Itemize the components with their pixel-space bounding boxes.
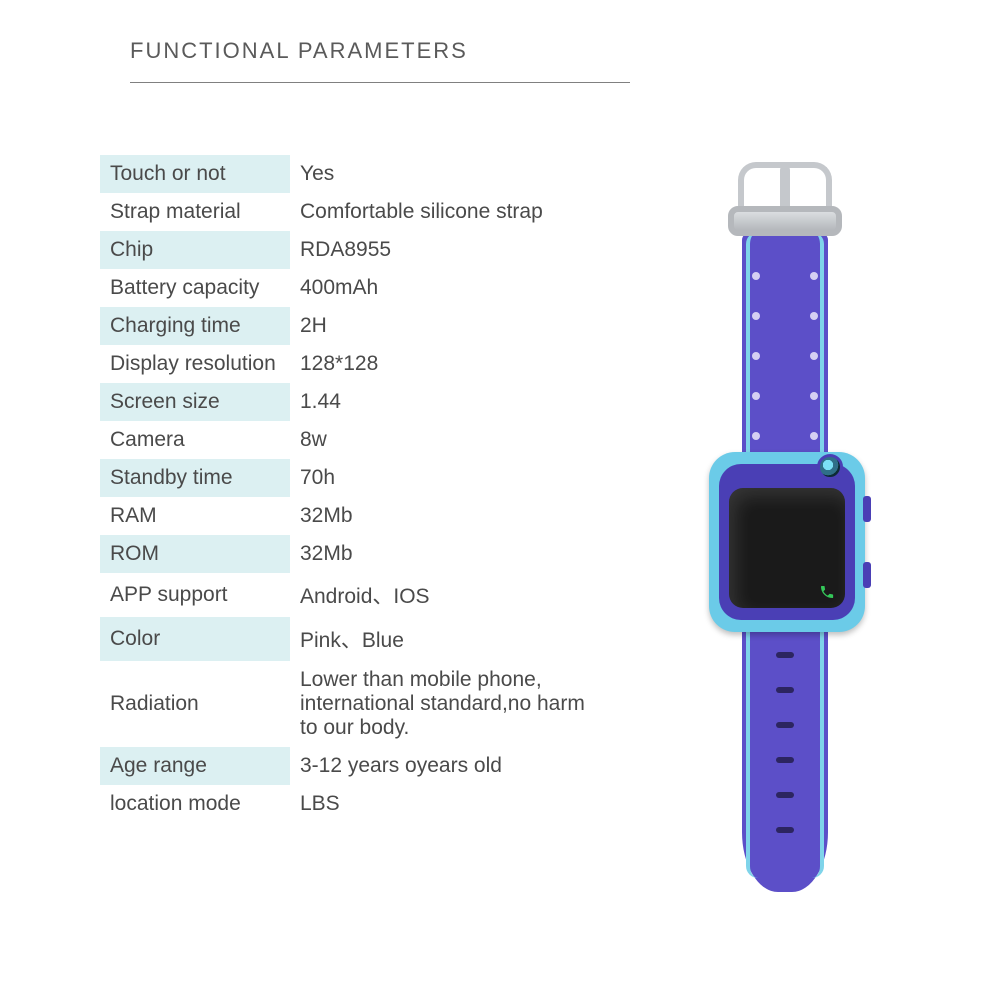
- spec-value: Android、IOS: [290, 573, 600, 617]
- watch-case: [709, 452, 865, 632]
- spec-value: 8w: [290, 421, 600, 459]
- spec-row: Camera8w: [100, 421, 600, 459]
- watch-camera: [817, 454, 843, 480]
- watch-side-button-top: [863, 496, 871, 522]
- spec-value: 1.44: [290, 383, 600, 421]
- spec-value: Yes: [290, 155, 600, 193]
- header: FUNCTIONAL PARAMETERS: [130, 38, 630, 83]
- title-underline: [130, 82, 630, 83]
- spec-label: APP support: [100, 573, 290, 617]
- spec-label: RAM: [100, 497, 290, 535]
- spec-label: Camera: [100, 421, 290, 459]
- spec-row: Screen size1.44: [100, 383, 600, 421]
- spec-row: RAM32Mb: [100, 497, 600, 535]
- spec-label: Touch or not: [100, 155, 290, 193]
- product-image-smartwatch: [680, 162, 890, 902]
- spec-value: Pink、Blue: [290, 617, 600, 661]
- spec-row: Display resolution128*128: [100, 345, 600, 383]
- spec-label: Chip: [100, 231, 290, 269]
- spec-label: Standby time: [100, 459, 290, 497]
- phone-icon: [819, 584, 835, 600]
- watch-screen: [729, 488, 845, 608]
- spec-value: 32Mb: [290, 497, 600, 535]
- spec-label: ROM: [100, 535, 290, 573]
- spec-row: Standby time70h: [100, 459, 600, 497]
- spec-value: 400mAh: [290, 269, 600, 307]
- spec-label: Screen size: [100, 383, 290, 421]
- spec-label: Strap material: [100, 193, 290, 231]
- spec-label: Color: [100, 617, 290, 661]
- spec-value: 3-12 years oyears old: [290, 747, 600, 785]
- spec-row: ChipRDA8955: [100, 231, 600, 269]
- spec-label: location mode: [100, 785, 290, 823]
- spec-row: Battery capacity400mAh: [100, 269, 600, 307]
- spec-label: Radiation: [100, 661, 290, 747]
- spec-value: 70h: [290, 459, 600, 497]
- spec-label: Display resolution: [100, 345, 290, 383]
- spec-label: Charging time: [100, 307, 290, 345]
- spec-row: Touch or notYes: [100, 155, 600, 193]
- watch-side-button-bottom: [863, 562, 871, 588]
- page-title: FUNCTIONAL PARAMETERS: [130, 38, 630, 64]
- spec-row: Age range3-12 years oyears old: [100, 747, 600, 785]
- spec-row: APP supportAndroid、IOS: [100, 573, 600, 617]
- spec-value: 32Mb: [290, 535, 600, 573]
- spec-table: Touch or notYesStrap materialComfortable…: [100, 155, 600, 823]
- spec-value: RDA8955: [290, 231, 600, 269]
- spec-value: Lower than mobile phone, international s…: [290, 661, 600, 747]
- spec-value: LBS: [290, 785, 600, 823]
- spec-row: ColorPink、Blue: [100, 617, 600, 661]
- spec-row: location modeLBS: [100, 785, 600, 823]
- spec-row: RadiationLower than mobile phone, intern…: [100, 661, 600, 747]
- spec-label: Battery capacity: [100, 269, 290, 307]
- spec-value: 128*128: [290, 345, 600, 383]
- spec-row: Charging time2H: [100, 307, 600, 345]
- spec-value: Comfortable silicone strap: [290, 193, 600, 231]
- spec-row: Strap materialComfortable silicone strap: [100, 193, 600, 231]
- spec-label: Age range: [100, 747, 290, 785]
- spec-value: 2H: [290, 307, 600, 345]
- watch-buckle: [728, 162, 842, 236]
- spec-row: ROM32Mb: [100, 535, 600, 573]
